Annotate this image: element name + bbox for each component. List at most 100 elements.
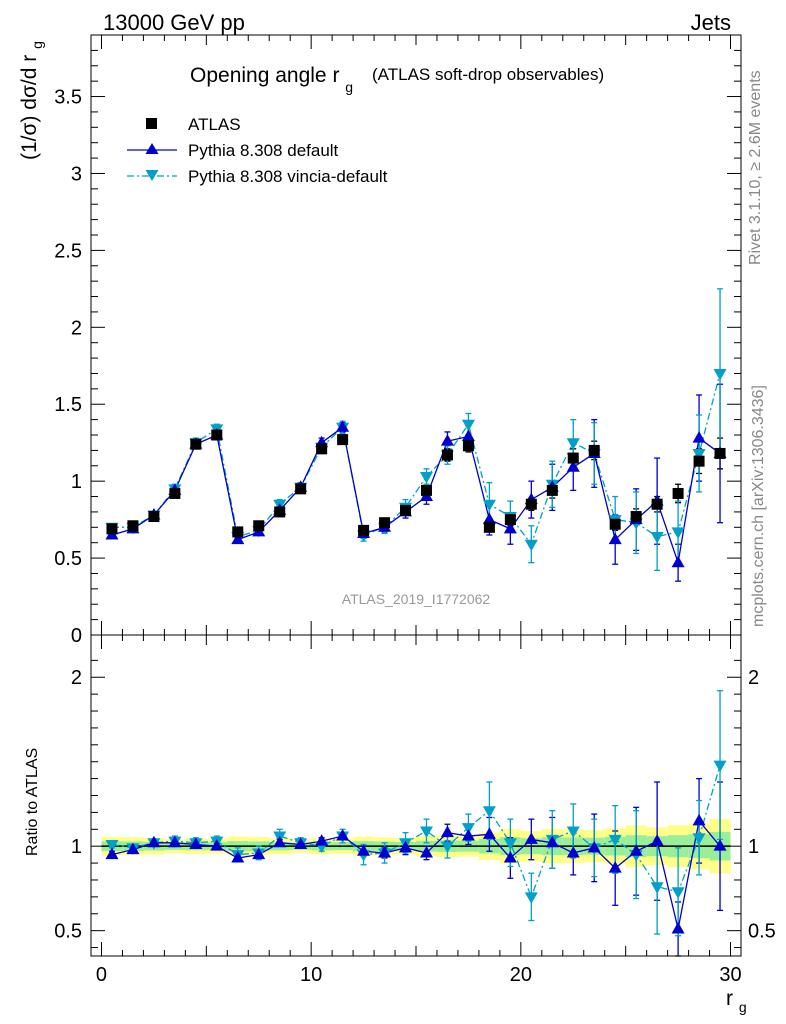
x-axis-label: r g [726, 987, 747, 1015]
legend-marker-atlas [146, 118, 157, 129]
analysis-watermark: ATLAS_2019_I1772062 [342, 591, 491, 607]
data-point-atlas [525, 498, 537, 510]
mcplots-reference-label: mcplots.cern.ch [arXiv:1306.3436] [750, 385, 767, 627]
ratio-point-default [336, 829, 350, 841]
data-point-atlas [483, 521, 495, 533]
ratio-point-default [399, 840, 413, 853]
data-point-atlas [211, 429, 223, 441]
data-point-atlas [358, 524, 370, 536]
data-point-default [231, 532, 245, 545]
data-point-vincia [461, 419, 475, 432]
data-point-atlas [127, 520, 139, 532]
ratio-point-default [650, 834, 664, 846]
ratio-point-default [482, 827, 496, 839]
ratio-point-vincia [692, 833, 706, 845]
ratio-point-default [315, 834, 329, 846]
data-point-atlas [630, 511, 642, 523]
legend-label-vincia: Pythia 8.308 vincia-default [188, 167, 388, 186]
data-point-vincia [419, 472, 433, 484]
ratio-point-default [252, 847, 266, 860]
main-plot-panel: 0 0.5 1 1.5 2 2.5 3 3.5 Opening angle r g (ATLA… [18, 34, 742, 647]
data-point-atlas [714, 447, 726, 459]
ratio-point-default [440, 825, 454, 838]
y-axis-label-text: (1/σ) dσ/d r [18, 55, 41, 160]
chart-subtitle: (ATLAS soft-drop observables) [372, 65, 604, 84]
data-point-atlas [274, 506, 286, 518]
ratio-point-vincia [608, 834, 622, 847]
ratio-point-default [126, 842, 140, 855]
data-point-default [503, 521, 517, 534]
ratio-point-default [147, 835, 161, 848]
data-point-vincia [713, 368, 727, 381]
ratio-point-vincia [671, 887, 685, 899]
data-point-atlas [693, 455, 705, 467]
chart-title: Opening angle r g [190, 64, 353, 95]
data-point-atlas [462, 440, 474, 452]
data-point-default [692, 431, 706, 443]
y-tick-label: 3.5 [54, 87, 82, 109]
data-point-vincia [524, 539, 538, 552]
ratio-y-tick-label-right: 2 [748, 667, 759, 689]
ratio-y-axis-label: Ratio to ATLAS [24, 748, 41, 856]
ratio-point-default [419, 845, 433, 858]
data-point-vincia [482, 499, 496, 512]
data-point-default [608, 532, 622, 545]
legend-marker-vincia [145, 170, 159, 181]
data-point-vincia [671, 527, 685, 539]
ratio-point-default [629, 844, 643, 856]
ratio-point-default [566, 845, 580, 858]
ratio-point-vincia [713, 760, 727, 773]
ratio-point-default [671, 921, 685, 934]
y-tick-label: 0 [71, 625, 82, 647]
ratio-point-vincia [419, 826, 433, 838]
chart-title-subscript: g [345, 79, 353, 95]
series-line-default [111, 426, 721, 563]
ratio-point-default [713, 839, 727, 851]
x-tick-label: 30 [719, 964, 741, 986]
y-axis-label: (1/σ) dσ/d r g [18, 41, 45, 160]
data-point-atlas [567, 452, 579, 464]
ratio-point-default [524, 832, 538, 844]
data-point-atlas [379, 517, 391, 529]
ratio-point-default [608, 861, 622, 873]
ratio-y-tick-label-left: 0.5 [54, 921, 82, 943]
data-point-atlas [169, 487, 181, 499]
ratio-data-layer [105, 690, 727, 957]
ratio-point-default [587, 840, 601, 853]
y-tick-label: 2 [71, 317, 82, 339]
y-tick-label: 3 [71, 163, 82, 185]
y-tick-label: 1 [71, 471, 82, 493]
data-point-atlas [651, 498, 663, 510]
x-axis-label-text: r [726, 987, 733, 1010]
data-point-atlas [609, 518, 621, 530]
ratio-point-vincia [461, 823, 475, 835]
ratio-point-default [503, 851, 517, 863]
ratio-point-vincia [482, 806, 496, 818]
data-point-atlas [588, 444, 600, 456]
data-point-default [482, 512, 496, 525]
ratio-point-default [378, 845, 392, 858]
data-point-atlas [337, 434, 349, 446]
data-point-atlas [400, 504, 412, 516]
series-line-vincia [111, 373, 721, 546]
ratio-point-default [210, 839, 224, 851]
header-jets-label: Jets [691, 10, 731, 35]
y-tick-label: 0.5 [54, 548, 82, 570]
data-point-default [336, 420, 350, 432]
x-axis-label-subscript: g [739, 999, 747, 1015]
ratio-point-default [168, 835, 182, 848]
data-point-atlas [106, 523, 118, 535]
ratio-point-default [545, 835, 559, 848]
ratio-point-default [105, 847, 119, 860]
ratio-plot-panel: 0 10 20 30 0.5 0.5 1 1 2 2 Ratio to ATLAS r g [24, 634, 776, 1015]
data-point-default [440, 434, 454, 446]
ratio-point-default [357, 844, 371, 856]
ratio-line-vincia [111, 764, 721, 899]
data-point-vincia [650, 532, 664, 544]
top-data-layer [105, 288, 727, 582]
data-point-atlas [420, 484, 432, 496]
y-tick-label: 2.5 [54, 240, 82, 262]
rivet-version-label: Rivet 3.1.10, ≥ 2.6M events [747, 70, 764, 265]
data-point-atlas [316, 443, 328, 455]
